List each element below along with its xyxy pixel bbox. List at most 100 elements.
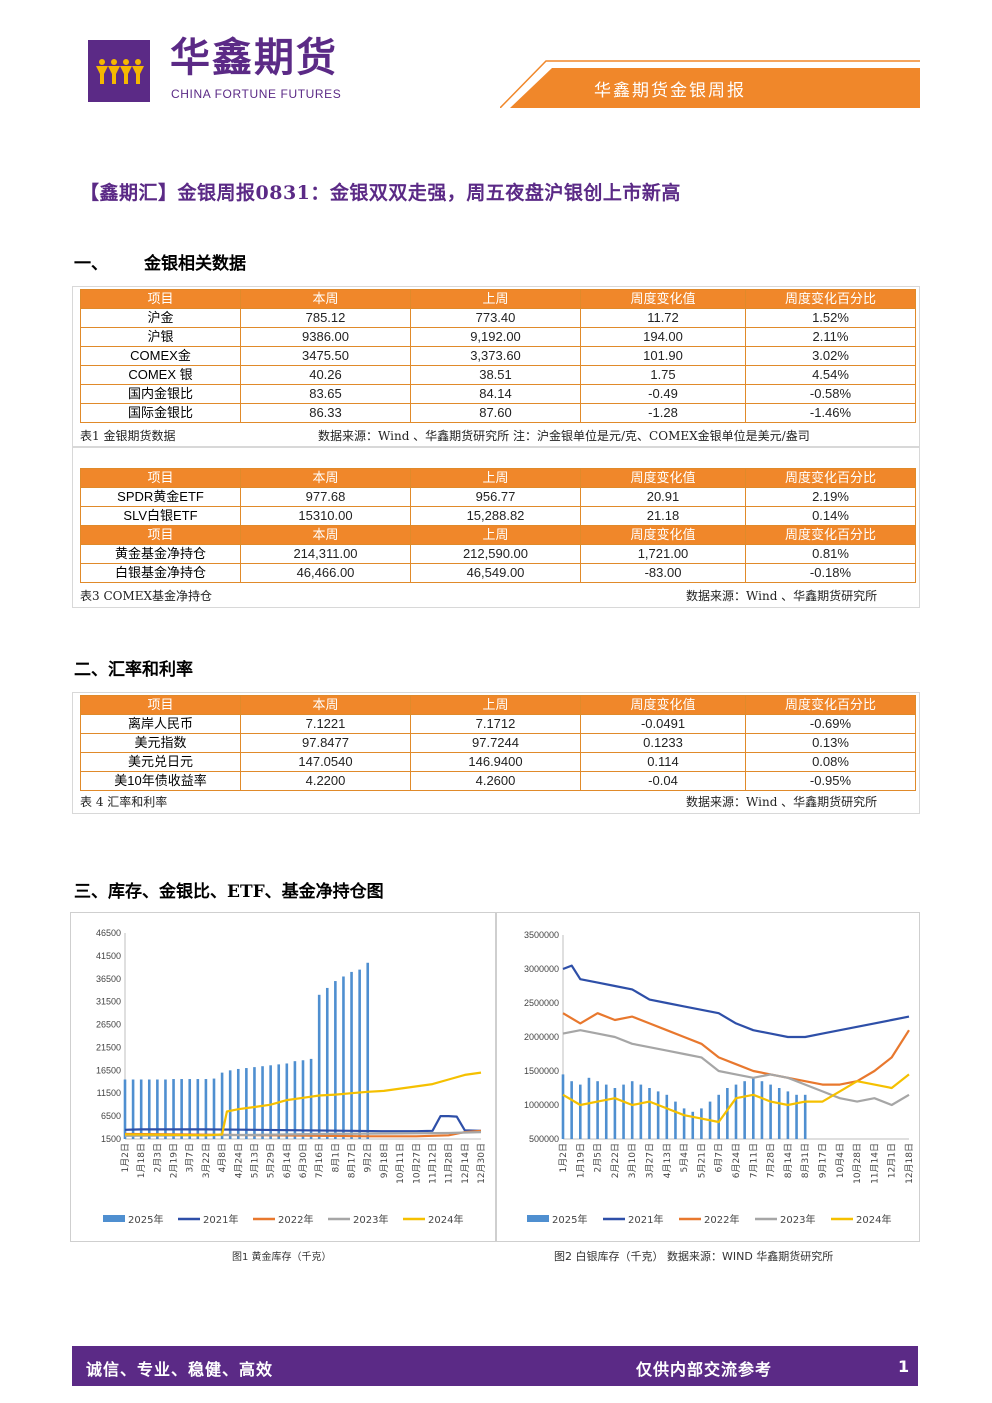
table1-source: 数据来源：Wind 、华鑫期货研究所 注：沪金银单位是元/克、COMEX金银单位… (318, 429, 810, 443)
legend-label: 2021年 (628, 1213, 663, 1226)
bar-mark (188, 1079, 192, 1139)
series-line (562, 1029, 910, 1107)
table-cell: 离岸人民币 (80, 714, 241, 734)
series-line (124, 1115, 482, 1133)
x-tick-label: 3月10日 (627, 1143, 638, 1178)
x-tick-label: 12月30日 (476, 1143, 487, 1184)
x-tick-label: 2月22日 (610, 1143, 621, 1178)
table-cell: 956.77 (410, 487, 581, 507)
section1-title: 金银相关数据 (144, 254, 246, 274)
bar-mark (342, 976, 345, 1139)
table-cell: 0.13% (745, 733, 916, 753)
bar-mark (752, 1077, 755, 1139)
table-cell: 1,721.00 (580, 544, 746, 564)
series-line (124, 1071, 482, 1137)
table-cell: 白银基金净持仓 (80, 563, 241, 583)
bar-mark (334, 981, 337, 1139)
bar-mark (228, 1070, 232, 1139)
bar-mark (293, 1061, 297, 1139)
x-tick-label: 10月11日 (395, 1143, 406, 1184)
table-cell: 0.08% (745, 752, 916, 772)
table-cell: 87.60 (410, 403, 581, 423)
gold-inventory-chart-frame: 46500 41500 36500 31500 26500 21500 16500 11500… (70, 912, 496, 1242)
table-cell: 3,373.60 (410, 346, 581, 366)
y-tick-label: 21500 (96, 1042, 121, 1052)
x-tick-label: 3月22日 (201, 1143, 212, 1178)
x-tick-label: 5月4日 (679, 1143, 690, 1172)
table-cell: 97.8477 (240, 733, 411, 753)
table-cell: -0.0491 (580, 714, 746, 734)
y-tick-label: 11500 (97, 1088, 121, 1098)
table2-source: 数据来源：Wind 、华鑫期货研究所 (686, 589, 878, 603)
table-cell: 146.9400 (410, 752, 581, 772)
table-cell: 4.2200 (240, 771, 411, 791)
bar-mark (358, 969, 361, 1139)
header-report-title: 华鑫期货金银周报 (594, 81, 746, 101)
table2-caption: 表3 COMEX基金净持仓 (80, 589, 213, 603)
table-cell: COMEX 银 (80, 365, 241, 385)
x-tick-label: 6月24日 (731, 1143, 742, 1178)
bar-mark (579, 1084, 582, 1139)
bar-mark (245, 1068, 248, 1139)
table-cell: -0.49 (580, 384, 746, 404)
table3-frame (72, 692, 920, 814)
bar-mark (317, 994, 321, 1139)
bar-mark (147, 1079, 151, 1139)
legend-label: 2024年 (856, 1213, 891, 1226)
company-logo (88, 40, 150, 102)
table-cell: 86.33 (240, 403, 411, 423)
y-tick-label: 1000000 (524, 1100, 559, 1110)
table-cell: -0.18% (745, 563, 916, 583)
x-tick-label: 4月8日 (217, 1143, 228, 1172)
table-cell: 9,192.00 (410, 327, 581, 347)
table-header-row: 项目 本周 上周 周度变化值 周度变化百分比 (80, 695, 916, 715)
table-cell: 4.54% (745, 365, 916, 385)
table-row: SLV白银ETF 15310.00 15,288.82 21.18 0.14% (80, 506, 916, 526)
x-tick-label: 4月13日 (662, 1143, 673, 1178)
table-cell: 97.7244 (410, 733, 581, 753)
table-cell: 1.75 (580, 365, 746, 385)
table-header-cell: 项目 (80, 468, 241, 488)
bar-mark (622, 1084, 625, 1139)
table-cell: SLV白银ETF (80, 506, 241, 526)
fx-rates-table: 项目 本周 上周 周度变化值 周度变化百分比 离岸人民币 7.1221 7.1712 -0.04… (80, 695, 916, 791)
legend-label: 2023年 (780, 1213, 815, 1226)
bar-mark (596, 1081, 599, 1139)
series-line (562, 1073, 910, 1124)
bar-mark (123, 1079, 127, 1139)
table-cell: 194.00 (580, 327, 746, 347)
footer-bar (72, 1346, 918, 1386)
bar-mark (795, 1094, 798, 1139)
table-header-cell: 周度变化百分比 (745, 468, 916, 488)
bar-mark (253, 1067, 256, 1139)
table1-caption: 表1 金银期货数据 (80, 429, 176, 443)
brand-name-cn: 华鑫期货 (170, 35, 338, 81)
table-cell: 46,466.00 (240, 563, 411, 583)
series-line (562, 1012, 910, 1086)
table-header-cell: 上周 (410, 289, 581, 309)
x-tick-label: 2月19日 (169, 1143, 180, 1178)
table-row: 美10年债收益率 4.2200 4.2600 -0.04 -0.95% (80, 771, 916, 791)
table-cell: -1.28 (580, 403, 746, 423)
etf-fund-table: 项目 本周 上周 周度变化值 周度变化百分比 SPDR黄金ETF 977.68 956.77 2… (80, 468, 916, 583)
legend-label: 2025年 (552, 1213, 587, 1226)
table-cell: 美元兑日元 (80, 752, 241, 772)
table-cell: SPDR黄金ETF (80, 487, 241, 507)
x-tick-label: 5月29日 (266, 1143, 277, 1178)
table-cell: 38.51 (410, 365, 581, 385)
chart2-caption: 图2 白银库存（千克） 数据来源：WIND 华鑫期货研究所 (554, 1250, 834, 1263)
silver-inventory-chart: 3500000 3000000 2500000 2000000 1500000 10000… (524, 930, 915, 1226)
x-tick-label: 8月17日 (347, 1143, 358, 1178)
table-cell: -1.46% (745, 403, 916, 423)
table-cell: 773.40 (410, 308, 581, 328)
table-cell: 977.68 (240, 487, 411, 507)
x-tick-label: 1月19日 (575, 1143, 586, 1178)
x-tick-label: 4月24日 (233, 1143, 244, 1178)
page-number: 1 (898, 1357, 910, 1376)
table-header-cell: 项目 (80, 695, 241, 715)
x-tick-label: 1月2日 (120, 1143, 131, 1172)
table-cell: 4.2600 (410, 771, 581, 791)
table-cell: 15310.00 (240, 506, 411, 526)
table-header-cell: 本周 (240, 695, 411, 715)
y-tick-label: 500000 (529, 1134, 559, 1144)
